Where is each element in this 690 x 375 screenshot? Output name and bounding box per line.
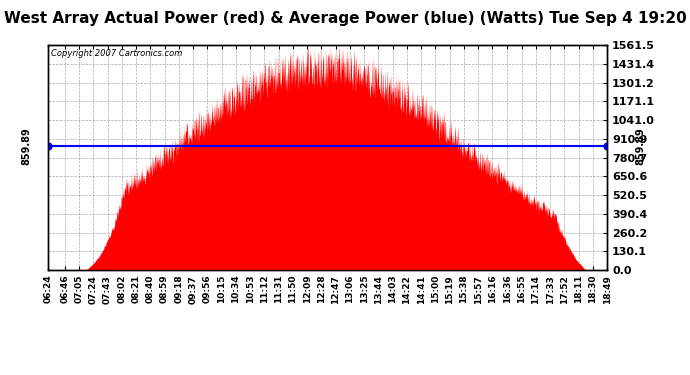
Text: West Array Actual Power (red) & Average Power (blue) (Watts) Tue Sep 4 19:20: West Array Actual Power (red) & Average … [3, 11, 687, 26]
Text: 859.89: 859.89 [635, 127, 646, 165]
Text: 859.89: 859.89 [21, 127, 31, 165]
Text: Copyright 2007 Cartronics.com: Copyright 2007 Cartronics.com [51, 50, 182, 58]
